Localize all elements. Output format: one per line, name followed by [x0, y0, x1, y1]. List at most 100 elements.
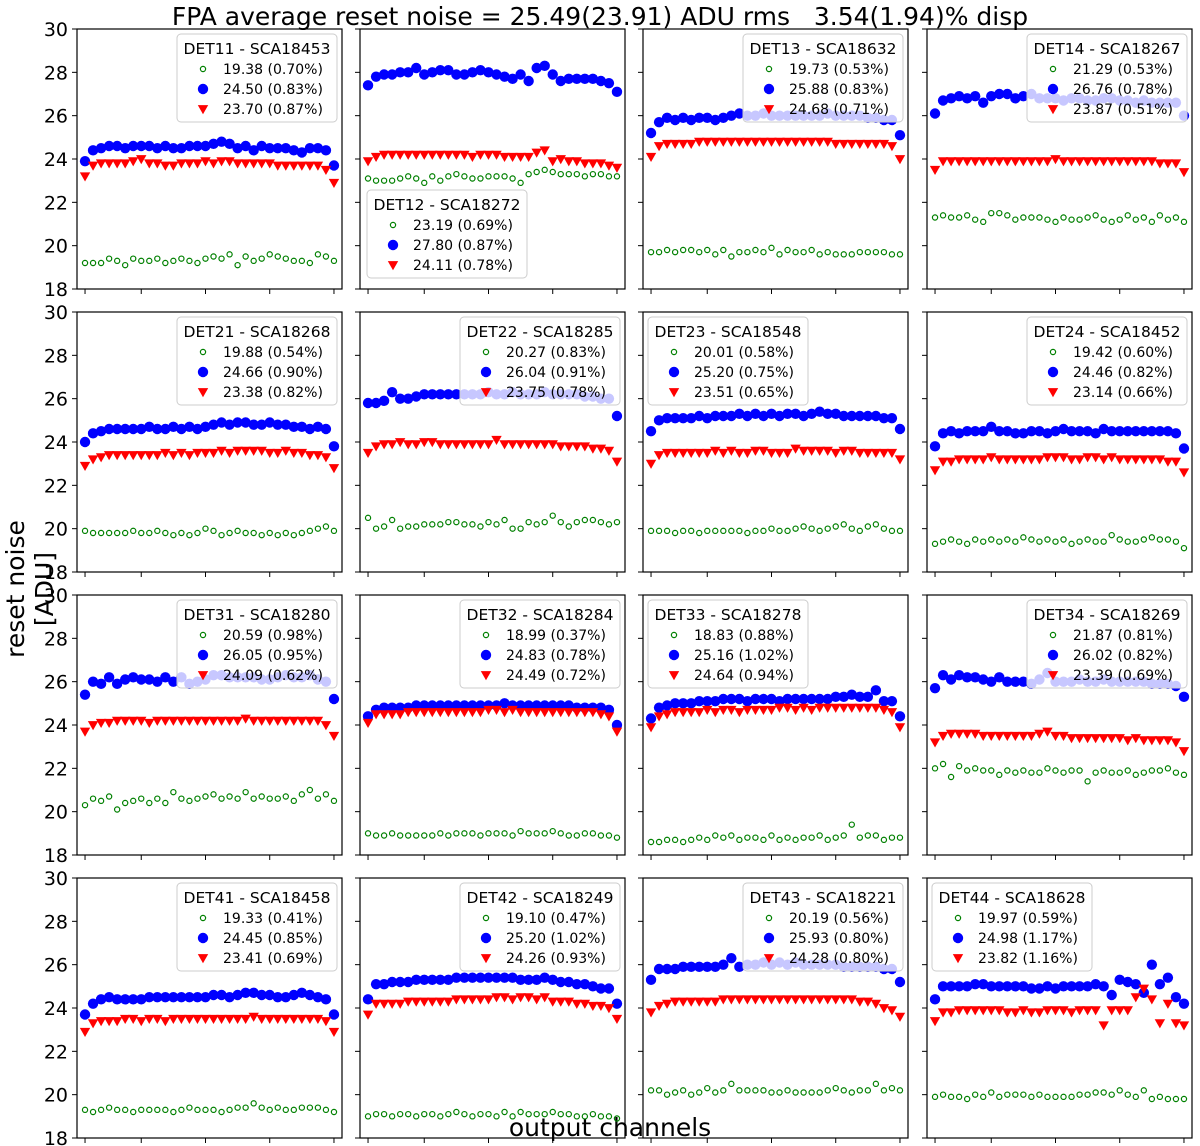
green-point [647, 527, 655, 535]
blue-point [978, 978, 989, 990]
blue-point [394, 67, 406, 78]
red-point [571, 708, 583, 718]
blue-point [95, 678, 107, 690]
green-point [955, 538, 963, 545]
green-point [792, 1089, 799, 1096]
legend-marker [199, 631, 207, 639]
blue-point [1074, 425, 1085, 437]
red-point [160, 161, 171, 171]
blue-point [539, 972, 550, 983]
green-point [573, 170, 581, 178]
red-point [766, 995, 777, 1005]
legend-box [931, 882, 1093, 972]
red-point [272, 1014, 283, 1025]
red-point [459, 708, 470, 718]
red-point [790, 444, 801, 454]
red-point [1010, 1008, 1021, 1018]
red-point [677, 448, 689, 459]
red-point [507, 995, 518, 1005]
blue-point [427, 67, 438, 78]
red-point [1082, 453, 1093, 463]
red-series [79, 1012, 340, 1038]
green-point [493, 830, 500, 837]
green-point [613, 1115, 621, 1122]
legend-label: 24.83 (0.78%) [506, 648, 606, 664]
blue-point [685, 961, 697, 973]
blue-point [766, 408, 777, 420]
legend-title: DET32 - SCA18284 [467, 606, 614, 624]
green-series [931, 1087, 1188, 1103]
blue-point [240, 417, 251, 428]
green-point [453, 170, 460, 178]
red-point [1098, 1021, 1109, 1031]
green-point [768, 525, 775, 532]
blue-point [878, 695, 890, 707]
blue-point [523, 974, 534, 986]
red-point [1162, 159, 1174, 169]
legend-label: 21.87 (0.81%) [1073, 628, 1173, 644]
blue-point [467, 67, 478, 78]
red-point [435, 997, 446, 1007]
green-point [589, 170, 597, 178]
green-point [146, 529, 153, 537]
legend-box [459, 599, 621, 689]
green-series [647, 821, 904, 846]
red-point [103, 159, 115, 169]
legend-marker [1047, 671, 1059, 681]
green-point [687, 527, 695, 535]
blue-point [168, 676, 179, 687]
green-point [541, 1110, 548, 1118]
red-point [994, 1006, 1005, 1016]
red-point [814, 703, 825, 713]
red-point [370, 999, 382, 1009]
red-point [272, 161, 283, 171]
red-point [555, 708, 566, 718]
green-point [89, 1108, 97, 1116]
red-point [304, 716, 316, 726]
legend-marker [763, 83, 775, 95]
green-point [896, 251, 904, 258]
red-point [790, 995, 801, 1005]
green-point [663, 246, 671, 254]
green-point [671, 248, 679, 256]
green-point [97, 1106, 105, 1114]
green-point [1140, 769, 1148, 776]
blue-point [547, 974, 558, 986]
blue-point [1002, 425, 1013, 437]
y-tick-label: 18 [44, 845, 68, 867]
red-point [1074, 455, 1085, 465]
green-point [736, 527, 743, 535]
red-point [144, 451, 155, 461]
blue-point [411, 391, 422, 402]
red-point [296, 1014, 308, 1025]
red-point [994, 455, 1005, 465]
blue-point [653, 702, 665, 713]
red-point [411, 708, 422, 718]
green-point [404, 523, 412, 530]
green-point [290, 797, 298, 805]
legend-title: DET23 - SCA18548 [655, 323, 802, 341]
red-point [886, 142, 898, 152]
green-point [792, 248, 799, 256]
red-point [961, 729, 973, 739]
red-point [419, 438, 430, 448]
red-point [402, 150, 414, 160]
red-point [200, 1014, 211, 1025]
red-point [766, 137, 777, 147]
blue-point [240, 987, 251, 999]
red-point [176, 716, 187, 726]
green-point [872, 1080, 880, 1088]
blue-point [192, 991, 203, 1003]
red-point [224, 448, 235, 459]
red-point [419, 708, 430, 718]
red-point [854, 448, 866, 459]
red-point [87, 721, 99, 731]
red-point [1018, 731, 1029, 742]
legend-marker [480, 366, 492, 378]
green-point [138, 529, 145, 537]
blue-point [119, 994, 131, 1005]
legend-label: 25.93 (0.80%) [789, 931, 889, 947]
green-point [1100, 538, 1107, 545]
